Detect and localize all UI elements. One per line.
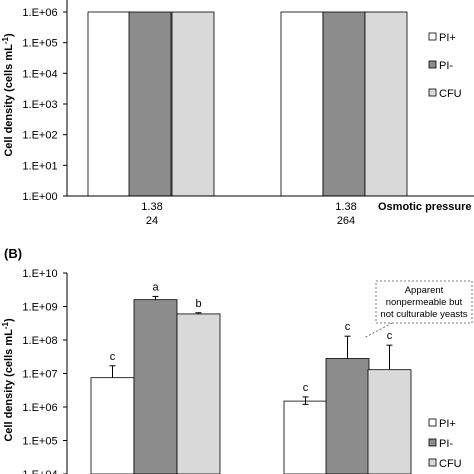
legend-swatch <box>428 418 437 427</box>
y-tick-label: 1.E+03 <box>22 99 57 111</box>
x-tick-label: 1.38 <box>335 201 356 213</box>
panel-label: (B) <box>4 246 22 261</box>
legend-label: PI- <box>439 60 453 72</box>
y-tick-label: 1.E+09 <box>22 302 57 314</box>
legend-swatch <box>428 438 437 447</box>
x-axis-title: Osmotic pressure (MPa) <box>378 201 474 213</box>
y-tick-label: 1.E+05 <box>22 38 57 50</box>
y-axis-label: Cell density (cells mL-1) <box>1 33 15 157</box>
legend-swatch <box>428 458 437 467</box>
legend-label: PI+ <box>439 418 456 430</box>
bar-PI- <box>322 11 366 197</box>
y-tick-label: 1.E+06 <box>22 402 57 414</box>
y-axis-label: Cell density (cells mL-1) <box>1 318 15 442</box>
y-tick-label: 1.E+06 <box>22 7 57 19</box>
y-tick-label: 1.E+04 <box>22 469 57 474</box>
y-tick-label: 1.E+10 <box>22 268 57 280</box>
significance-letter: c <box>303 382 309 394</box>
legend-label: PI- <box>439 438 453 450</box>
significance-letter: c <box>387 330 393 342</box>
bar-PI- <box>133 299 178 474</box>
y-tick-label: 1.E+04 <box>22 68 57 80</box>
significance-letter: c <box>110 351 116 363</box>
legend-swatch <box>428 88 437 97</box>
y-tick-label: 1.E+01 <box>22 160 57 172</box>
bar-PI+ <box>90 377 135 474</box>
significance-letter: b <box>195 298 201 310</box>
bar-CFU <box>364 11 408 197</box>
legend-label: CFU <box>439 88 462 100</box>
legend-swatch <box>428 32 437 41</box>
y-tick-label: 1.E+02 <box>22 130 57 142</box>
y-tick-label: 1.E+07 <box>22 369 57 381</box>
annotation-text: not culturable yeasts <box>380 309 467 320</box>
bar-CFU <box>176 313 221 474</box>
bar-PI- <box>128 11 172 197</box>
bar-PI+ <box>283 400 328 474</box>
legend-label: CFU <box>439 458 462 470</box>
legend-label: PI+ <box>439 32 456 44</box>
y-tick-label: 1.E+08 <box>22 335 57 347</box>
legend-swatch <box>428 60 437 69</box>
y-tick-label: 1.E+05 <box>22 436 57 448</box>
time-label: 24 <box>146 215 158 227</box>
significance-letter: a <box>152 281 159 293</box>
bar-CFU <box>171 11 215 197</box>
y-tick-label: 1.E+00 <box>22 191 57 203</box>
bar-PI+ <box>280 11 324 197</box>
annotation-leader <box>363 322 393 339</box>
x-tick-label: 1.38 <box>141 201 162 213</box>
time-label: 264 <box>337 215 355 227</box>
significance-letter: c <box>345 321 351 333</box>
bar-PI- <box>325 358 370 474</box>
annotation-box <box>375 280 473 324</box>
annotation-text: Apparent <box>405 285 444 296</box>
bar-PI+ <box>87 11 131 197</box>
annotation-text: nonpermeable but <box>386 297 463 308</box>
bar-CFU <box>367 369 412 474</box>
